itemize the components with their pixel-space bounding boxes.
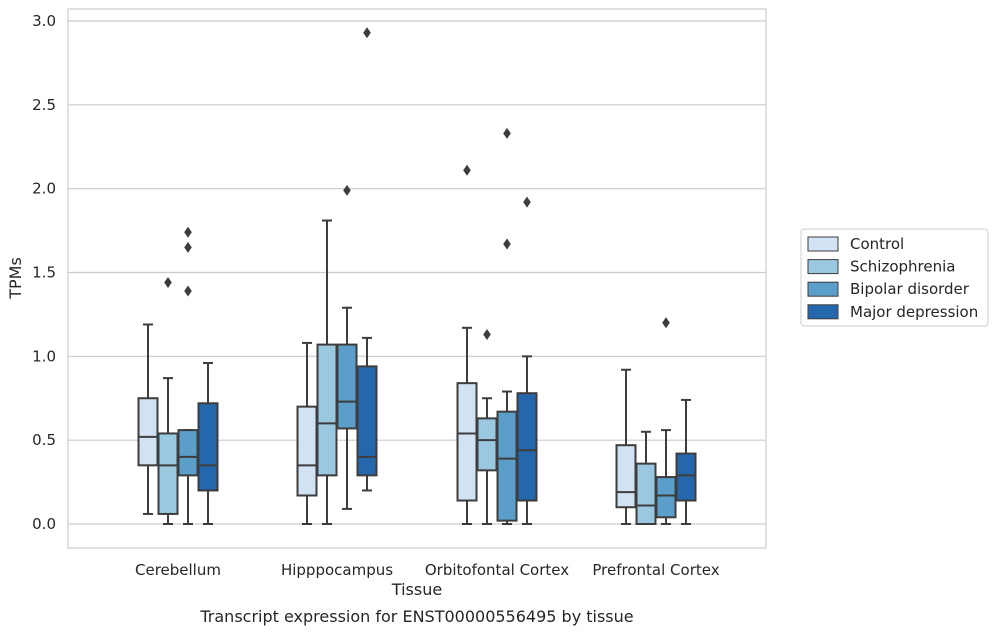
box-iqr [356, 365, 378, 477]
outlier-point [662, 317, 670, 329]
box-iqr [137, 397, 159, 467]
box-schizophrenia-prefrontal-cortex [635, 430, 657, 526]
outlier-point [184, 285, 192, 297]
box-iqr [316, 343, 338, 477]
box-major-depression-cerebellum [197, 362, 219, 525]
boxes-layer [137, 27, 697, 526]
x-tick-label: Prefrontal Cortex [592, 561, 719, 579]
box-control-cerebellum [137, 323, 159, 515]
box-bipolar-disorder-cerebellum [177, 226, 199, 525]
box-bipolar-disorder-orbitofontal-cortex [496, 127, 518, 525]
box-bipolar-disorder-prefrontal-cortex [655, 317, 677, 525]
box-iqr [476, 417, 498, 472]
box-iqr [635, 462, 657, 526]
outlier-point [523, 196, 531, 208]
box-schizophrenia-cerebellum [157, 277, 179, 525]
box-iqr [456, 382, 478, 502]
legend-entry-label: Bipolar disorder [850, 280, 970, 298]
y-tick-label: 3.0 [32, 12, 56, 30]
box-iqr [197, 402, 219, 492]
box-major-depression-hipppocampus [356, 27, 378, 492]
x-axis-ticks: Cerebellum Hipppocampus Orbitofontal Corte… [135, 561, 720, 579]
legend-entry-label: Schizophrenia [850, 258, 955, 276]
outlier-point [184, 226, 192, 238]
y-tick-label: 0.5 [32, 431, 56, 449]
box-iqr [336, 343, 358, 430]
box-iqr [655, 476, 677, 519]
outlier-point [483, 329, 491, 341]
box-bipolar-disorder-hipppocampus [336, 184, 358, 510]
legend-swatch [807, 236, 839, 252]
y-tick-label: 1.0 [32, 347, 56, 365]
y-tick-label: 0.0 [32, 515, 56, 533]
plot-area-frame [67, 8, 767, 549]
outlier-point [363, 27, 371, 39]
legend: Control Schizophrenia Bipolar disorder Majo… [800, 228, 989, 327]
box-iqr [177, 429, 199, 477]
x-tick-label: Hipppocampus [281, 561, 393, 579]
outlier-point [184, 241, 192, 253]
y-axis-ticks: 0.0 0.5 1.0 1.5 2.0 2.5 3.0 [32, 12, 56, 533]
y-tick-label: 2.0 [32, 180, 56, 198]
box-control-prefrontal-cortex [615, 368, 637, 525]
box-iqr [615, 444, 637, 509]
outlier-point [343, 184, 351, 196]
y-tick-label: 2.5 [32, 96, 56, 114]
box-iqr [516, 392, 538, 502]
legend-entry-label: Control [850, 235, 904, 253]
box-control-orbitofontal-cortex [456, 164, 478, 525]
x-axis-label: Tissue [391, 580, 442, 599]
legend-swatch [807, 304, 839, 320]
outlier-point [503, 238, 511, 250]
box-major-depression-prefrontal-cortex [675, 398, 697, 525]
outlier-point [164, 277, 172, 289]
box-iqr [157, 432, 179, 515]
legend-entry-label: Major depression [850, 303, 978, 321]
x-tick-label: Cerebellum [135, 561, 221, 579]
legend-frame [800, 228, 989, 327]
legend-swatch [807, 259, 839, 275]
y-tick-label: 1.5 [32, 264, 56, 282]
y-axis-label: TPMs [6, 257, 25, 300]
box-schizophrenia-hipppocampus [316, 219, 338, 525]
box-iqr [496, 410, 518, 522]
chart-caption: Transcript expression for ENST0000055649… [199, 607, 633, 626]
box-schizophrenia-orbitofontal-cortex [476, 329, 498, 525]
legend-swatch [807, 281, 839, 297]
x-tick-label: Orbitofontal Cortex [425, 561, 569, 579]
box-iqr [675, 452, 697, 502]
box-control-hipppocampus [296, 341, 318, 525]
outlier-point [463, 164, 471, 176]
box-iqr [296, 405, 318, 497]
box-major-depression-orbitofontal-cortex [516, 196, 538, 525]
outlier-point [503, 127, 511, 139]
